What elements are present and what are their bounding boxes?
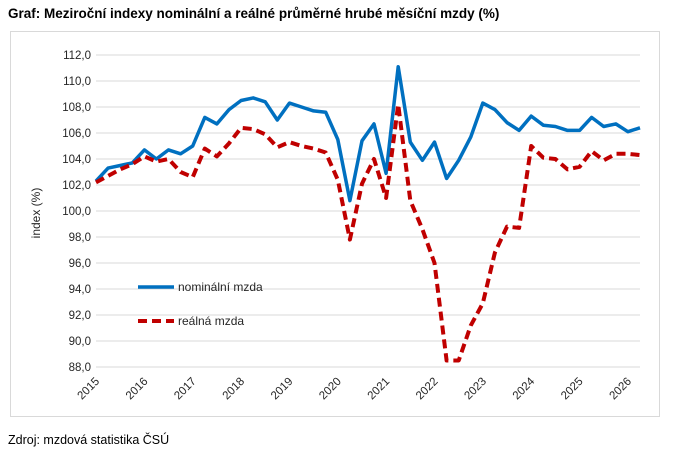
x-tick-label: 2025	[559, 376, 586, 403]
x-tick-label: 2021	[366, 376, 393, 403]
y-tick-label: 108,0	[62, 102, 91, 114]
x-tick-label: 2015	[76, 376, 103, 403]
series	[94, 64, 641, 363]
source-note: Zdroj: mzdová statistika ČSÚ	[8, 433, 170, 447]
x-tick-label: 2020	[317, 376, 344, 403]
series-line-real	[95, 102, 641, 363]
chart-frame	[10, 31, 660, 417]
x-tick-label: 2018	[221, 376, 248, 403]
y-tick-label: 104,0	[62, 154, 91, 166]
x-tick-label: 2022	[414, 376, 441, 403]
y-tick-label: 96,0	[69, 258, 91, 270]
y-tick-label: 98,0	[69, 232, 91, 244]
x-tick-label: 2024	[511, 375, 538, 402]
y-tick-label: 112,0	[63, 50, 91, 62]
x-axis-ticks: 2015 2016 2017 2018 2019 2020 2021 2022 2023 2024…	[76, 375, 634, 402]
y-tick-label: 110,0	[63, 76, 91, 88]
y-axis-ticks: 88,0 90,0 92,0 94,0 96,0 98,0 100,0 102,0 104,0 1…	[62, 50, 91, 374]
y-tick-label: 92,0	[69, 310, 91, 322]
legend-label: nominální mzda	[178, 280, 263, 294]
series-line-nominal	[94, 64, 641, 203]
legend-label: reálná mzda	[178, 314, 244, 328]
legend: nominální mzda reálná mzda	[138, 280, 263, 328]
x-tick-label: 2016	[124, 376, 151, 403]
y-tick-label: 88,0	[69, 362, 91, 374]
y-tick-label: 102,0	[62, 180, 91, 192]
y-tick-label: 100,0	[62, 206, 91, 218]
y-tick-label: 90,0	[69, 336, 91, 348]
y-tick-label: 106,0	[62, 128, 91, 140]
page-title: Graf: Meziroční indexy nominální a reáln…	[8, 6, 500, 21]
x-tick-label: 2023	[462, 376, 489, 403]
x-tick-label: 2026	[607, 376, 634, 403]
y-tick-label: 94,0	[69, 284, 91, 296]
y-axis-label: index (%)	[29, 188, 43, 239]
x-tick-label: 2019	[269, 376, 296, 403]
x-tick-label: 2017	[172, 376, 199, 403]
